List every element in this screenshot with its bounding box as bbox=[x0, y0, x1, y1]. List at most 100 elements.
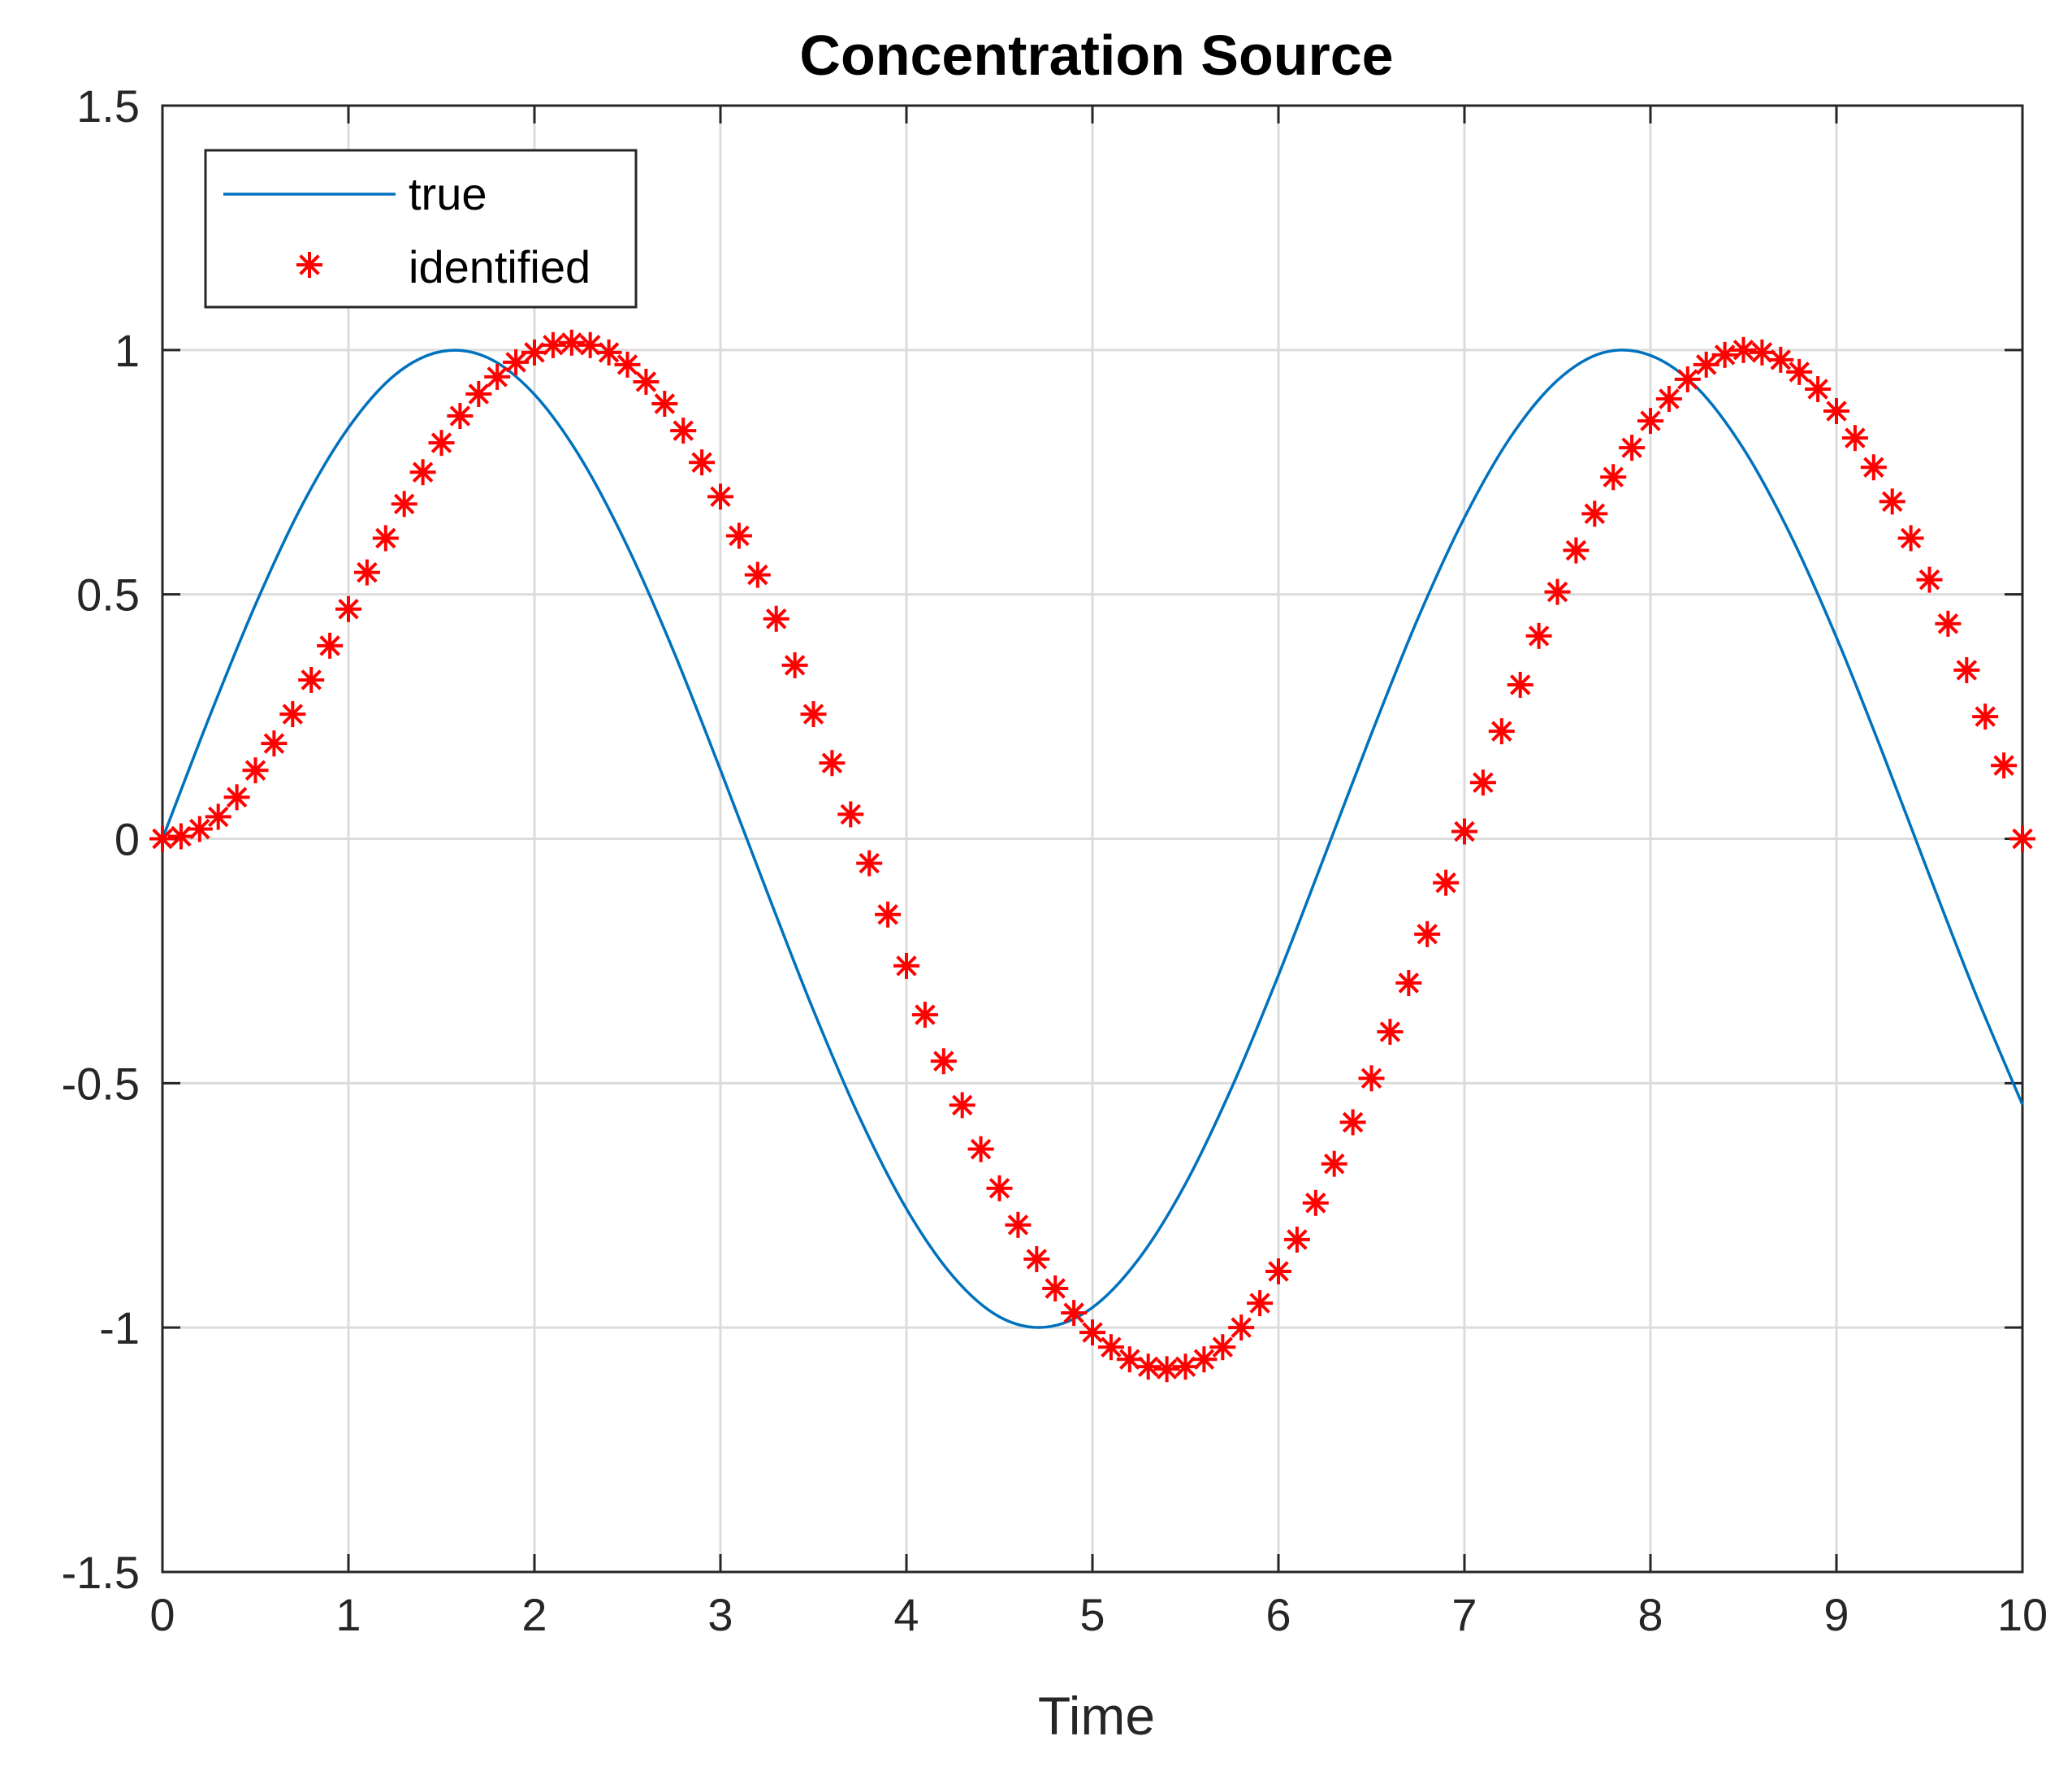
marker-stroke bbox=[393, 493, 415, 515]
data-point-identified bbox=[484, 363, 511, 390]
marker-stroke bbox=[1789, 362, 1810, 383]
marker-stroke bbox=[319, 635, 340, 656]
marker-stroke bbox=[616, 354, 638, 375]
data-point-identified bbox=[911, 1002, 938, 1028]
data-point-identified bbox=[1674, 366, 1701, 392]
marker-stroke bbox=[877, 904, 898, 925]
y-tick-label: 0.5 bbox=[76, 569, 140, 621]
data-point-identified bbox=[1823, 398, 1849, 425]
data-point-identified bbox=[725, 522, 752, 549]
data-point-identified bbox=[707, 483, 733, 510]
data-point-identified bbox=[1581, 500, 1608, 527]
tick-label-layer: 0 1 2 3 4 5 6 7 8 9 10 -1.5 -1 -0.5 0 0.5 1 1.5 bbox=[62, 80, 2048, 1640]
data-point-identified bbox=[1377, 1019, 1404, 1046]
data-point-identified bbox=[1191, 1346, 1218, 1373]
marker-stroke bbox=[1305, 1193, 1326, 1214]
marker-stroke bbox=[1454, 821, 1475, 842]
grid-layer bbox=[162, 106, 2022, 1572]
data-point-identified bbox=[261, 730, 288, 757]
marker-stroke bbox=[1659, 388, 1680, 409]
data-point-identified bbox=[1247, 1290, 1274, 1317]
marker-stroke bbox=[1509, 674, 1531, 695]
marker-stroke bbox=[1101, 1336, 1122, 1357]
marker-stroke bbox=[1881, 491, 1903, 513]
marker-stroke bbox=[1918, 569, 1940, 591]
data-point-identified bbox=[539, 331, 566, 358]
marker-stroke bbox=[933, 1050, 954, 1072]
marker-stroke bbox=[1287, 1229, 1308, 1250]
marker-stroke bbox=[1342, 1111, 1364, 1133]
marker-stroke bbox=[1212, 1336, 1234, 1357]
marker-stroke bbox=[1546, 581, 1568, 603]
data-point-identified bbox=[1655, 386, 1682, 412]
marker-stroke bbox=[951, 1094, 973, 1116]
data-point-identified bbox=[1283, 1226, 1310, 1253]
marker-stroke bbox=[1119, 1349, 1140, 1370]
data-point-identified bbox=[986, 1175, 1013, 1202]
x-axis-title: Time bbox=[1038, 1686, 1155, 1746]
marker-stroke bbox=[579, 335, 601, 356]
data-point-identified bbox=[353, 559, 380, 586]
data-point-identified bbox=[1544, 578, 1571, 605]
x-tick-label: 9 bbox=[1823, 1589, 1849, 1640]
marker-stroke bbox=[505, 352, 526, 373]
data-point-identified bbox=[1991, 752, 2018, 779]
data-point-identified bbox=[1972, 704, 1999, 730]
data-point-identified bbox=[1879, 488, 1905, 515]
data-point-identified bbox=[1693, 351, 1719, 378]
marker-stroke bbox=[375, 527, 396, 549]
data-point-identified bbox=[1507, 671, 1533, 698]
marker-stroke bbox=[802, 704, 824, 725]
data-point-identified bbox=[1805, 375, 1832, 402]
marker-stroke bbox=[338, 598, 359, 620]
data-point-identified bbox=[1897, 525, 1924, 552]
marker-stroke bbox=[1082, 1322, 1103, 1343]
x-tick-label: 7 bbox=[1451, 1589, 1477, 1640]
marker-stroke bbox=[1993, 755, 2014, 776]
marker-stroke bbox=[710, 486, 731, 508]
legend-label-true: true bbox=[409, 168, 487, 219]
marker-stroke bbox=[299, 254, 320, 275]
marker-stroke bbox=[1323, 1153, 1345, 1175]
marker-stroke bbox=[468, 383, 490, 405]
data-point-identified bbox=[781, 652, 808, 678]
marker-stroke bbox=[1677, 369, 1698, 390]
data-point-identified bbox=[1730, 336, 1757, 363]
x-tick-label: 5 bbox=[1079, 1589, 1105, 1640]
marker-stroke bbox=[244, 760, 266, 781]
x-tick-label: 4 bbox=[893, 1589, 919, 1640]
marker-stroke bbox=[1603, 466, 1624, 487]
data-point-identified bbox=[837, 801, 864, 828]
data-point-identified bbox=[242, 757, 269, 784]
y-tick-label: 1.5 bbox=[76, 80, 140, 132]
data-point-identified bbox=[558, 329, 585, 356]
marker-stroke bbox=[1584, 503, 1606, 525]
data-point-identified bbox=[1786, 358, 1813, 385]
marker-stroke bbox=[1751, 342, 1773, 363]
data-point-identified bbox=[465, 380, 492, 407]
marker-stroke bbox=[729, 525, 750, 547]
data-point-identified bbox=[1451, 818, 1477, 845]
marker-stroke bbox=[1975, 706, 1996, 727]
data-point-identified bbox=[1005, 1211, 1032, 1238]
data-point-identified bbox=[223, 784, 250, 811]
data-point-identified bbox=[1023, 1245, 1050, 1272]
marker-stroke bbox=[821, 752, 843, 773]
marker-stroke bbox=[282, 704, 304, 725]
marker-stroke bbox=[1640, 410, 1661, 431]
data-point-identified bbox=[633, 368, 660, 395]
legend-asterisk-marker bbox=[296, 252, 322, 278]
data-point-identified bbox=[205, 803, 231, 830]
data-point-identified bbox=[428, 430, 455, 457]
data-point-identified bbox=[1860, 454, 1887, 481]
data-point-identified bbox=[1433, 869, 1460, 896]
data-point-identified bbox=[372, 525, 399, 552]
marker-stroke bbox=[1360, 1067, 1382, 1089]
data-point-identified bbox=[1339, 1109, 1366, 1136]
data-point-identified bbox=[1097, 1334, 1124, 1361]
marker-stroke bbox=[1063, 1302, 1084, 1323]
marker-stroke bbox=[1807, 379, 1828, 400]
marker-stroke bbox=[1193, 1349, 1215, 1370]
data-point-identified bbox=[1321, 1150, 1347, 1177]
marker-stroke bbox=[1695, 354, 1717, 375]
